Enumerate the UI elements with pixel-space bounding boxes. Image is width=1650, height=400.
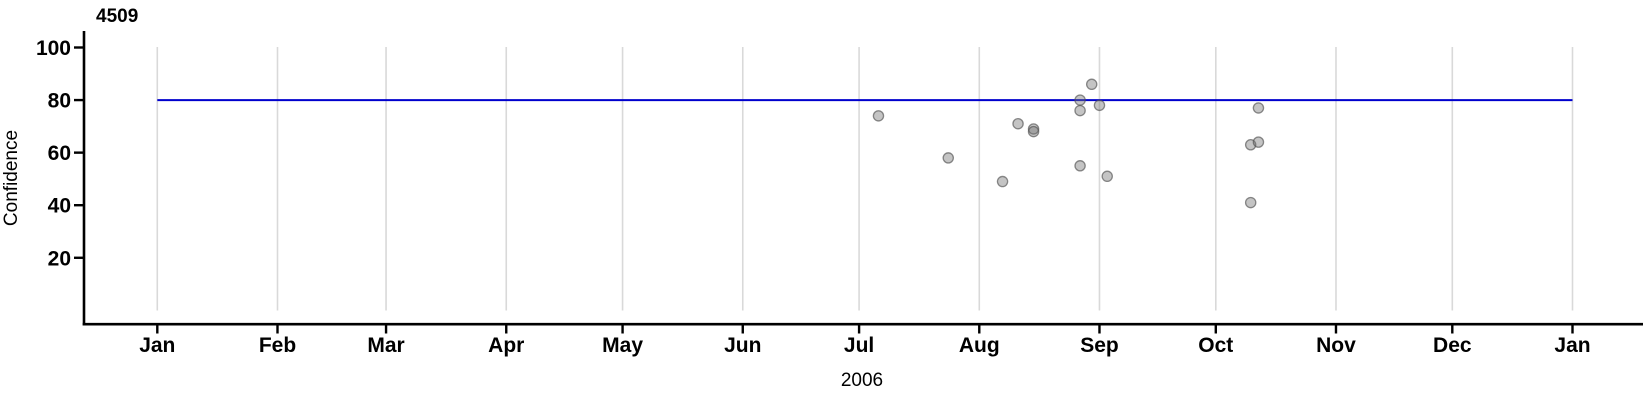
x-axis-ticks-layer: Jan Feb Mar Apr May Jun Jul Aug Sep Oct Nov Dec Jan — [139, 324, 1591, 357]
x-tick-label: Dec — [1433, 334, 1472, 357]
scatter-point — [1101, 170, 1113, 183]
x-tick-label: Apr — [488, 334, 524, 357]
scatter-point — [1074, 94, 1086, 106]
x-tick-label: Jun — [724, 334, 761, 357]
x-axis-title: 2006 — [841, 370, 883, 391]
scatter-point — [872, 110, 885, 122]
scatter-point — [942, 152, 955, 164]
x-tick-label: Feb — [259, 334, 296, 357]
x-tick-label: Jan — [1554, 334, 1590, 357]
scatter-point — [1074, 104, 1086, 117]
scatter-point — [1012, 117, 1024, 130]
y-tick-label: 60 — [48, 142, 71, 165]
y-axis-ticks-layer: 20 40 60 80 100 — [36, 37, 84, 270]
scatter-point — [996, 175, 1009, 188]
gridlines-layer — [156, 47, 1574, 311]
x-tick-label: Nov — [1316, 334, 1356, 357]
scatter-point — [1085, 78, 1098, 91]
x-tick-label: Oct — [1198, 334, 1233, 357]
chart-title: 4509 — [96, 6, 138, 27]
x-tick-label: Jul — [844, 334, 874, 357]
y-tick-label: 20 — [48, 247, 71, 270]
x-tick-label: Sep — [1080, 334, 1119, 357]
scatter-point — [1244, 196, 1257, 209]
scatter-point — [1074, 160, 1086, 172]
y-tick-label: 80 — [48, 90, 71, 113]
scatter-point — [1252, 136, 1265, 148]
scatter-point — [1252, 102, 1265, 114]
y-axis-title: Confidence — [1, 130, 22, 226]
x-tick-label: Mar — [367, 334, 404, 357]
scatter-point — [1093, 99, 1106, 112]
scatter-points-layer — [872, 78, 1265, 209]
y-tick-label: 100 — [36, 37, 71, 60]
x-tick-label: Jan — [139, 334, 175, 357]
x-tick-label: May — [602, 334, 643, 357]
scatter-point — [1027, 125, 1040, 138]
y-tick-label: 40 — [48, 195, 71, 218]
x-tick-label: Aug — [959, 334, 1000, 357]
